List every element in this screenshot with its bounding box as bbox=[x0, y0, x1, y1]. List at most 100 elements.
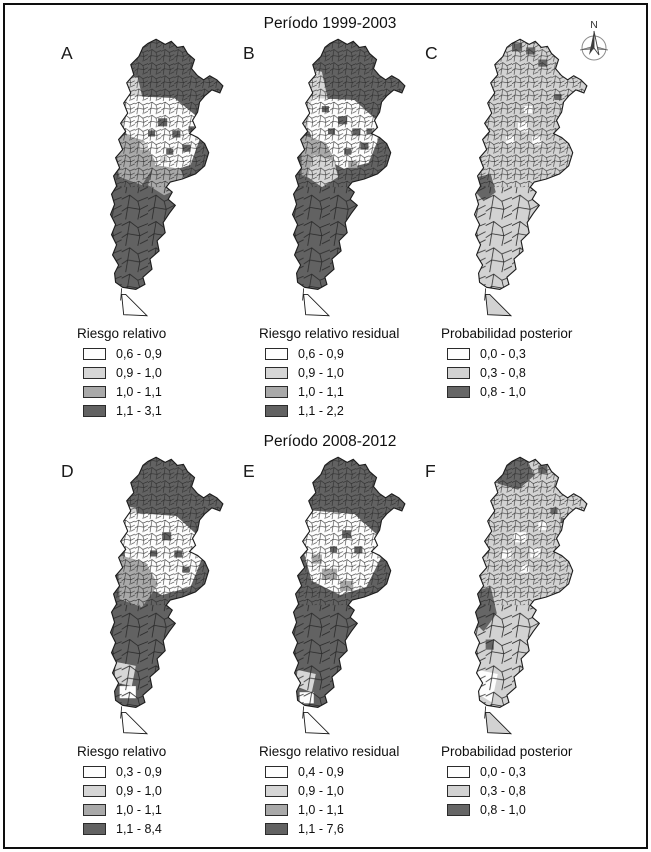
map-panel-c: C bbox=[425, 35, 591, 324]
legend-swatch bbox=[83, 405, 106, 417]
legend-swatch bbox=[83, 367, 106, 379]
legends-row: Riesgo relativo 0,3 - 0,9 0,9 - 1,0 1,0 - … bbox=[61, 744, 646, 841]
legend-class-label: 1,0 - 1,1 bbox=[116, 385, 162, 399]
legend-swatch bbox=[265, 785, 288, 797]
legend-rows: 0,0 - 0,3 0,3 - 0,8 0,8 - 1,0 bbox=[441, 765, 591, 817]
compass-arrow-dark-half bbox=[589, 31, 594, 55]
legend-riesgo-relativo: Riesgo relativo 0,6 - 0,9 0,9 - 1,0 1,0 - … bbox=[61, 326, 227, 423]
legend-class-label: 1,0 - 1,1 bbox=[116, 803, 162, 817]
legend-class-row: 0,3 - 0,8 bbox=[447, 366, 591, 380]
legend-title: Riesgo relativo residual bbox=[259, 744, 400, 759]
legend-rows: 0,3 - 0,9 0,9 - 1,0 1,0 - 1,1 1,1 - 8,4 bbox=[77, 765, 227, 836]
legend-title: Probabilidad posterior bbox=[441, 744, 573, 759]
legend-class-label: 0,8 - 1,0 bbox=[480, 803, 526, 817]
legend-class-row: 0,3 - 0,9 bbox=[83, 765, 227, 779]
legend-rows: 0,6 - 0,9 0,9 - 1,0 1,0 - 1,1 1,1 - 2,2 bbox=[259, 347, 409, 418]
north-arrow-compass: N bbox=[579, 19, 609, 61]
legend-class-row: 1,1 - 7,6 bbox=[265, 822, 409, 836]
maps-row: A B C bbox=[61, 35, 646, 324]
maps-row: D E F bbox=[61, 453, 646, 742]
panel-letter: A bbox=[61, 43, 73, 63]
legend-class-row: 1,1 - 3,1 bbox=[83, 404, 227, 418]
legend-swatch bbox=[83, 766, 106, 778]
legend-rows: 0,0 - 0,3 0,3 - 0,8 0,8 - 1,0 bbox=[441, 347, 591, 399]
legend-class-label: 0,0 - 0,3 bbox=[480, 765, 526, 779]
legend-class-row: 0,0 - 0,3 bbox=[447, 347, 591, 361]
argentina-choropleth-map-e bbox=[291, 456, 406, 735]
legend-swatch bbox=[265, 804, 288, 816]
legend-class-label: 1,1 - 7,6 bbox=[298, 822, 344, 836]
legend-class-row: 0,8 - 1,0 bbox=[447, 803, 591, 817]
legend-class-row: 0,4 - 0,9 bbox=[265, 765, 409, 779]
map-panel-d: D bbox=[61, 453, 227, 742]
legend-swatch bbox=[447, 804, 470, 816]
legend-class-label: 0,9 - 1,0 bbox=[116, 366, 162, 380]
legend-swatch bbox=[83, 386, 106, 398]
legend-probabilidad-posterior: Probabilidad posterior 0,0 - 0,3 0,3 - 0,… bbox=[425, 744, 591, 841]
legend-class-label: 0,9 - 1,0 bbox=[298, 366, 344, 380]
legend-swatch bbox=[83, 348, 106, 360]
legend-class-row: 0,0 - 0,3 bbox=[447, 765, 591, 779]
map-panel-a: A bbox=[61, 35, 227, 324]
legend-riesgo-relativo-residual: Riesgo relativo residual 0,4 - 0,9 0,9 - … bbox=[243, 744, 409, 841]
panel-letter: D bbox=[61, 461, 74, 481]
section-title: Período 2008-2012 bbox=[263, 433, 397, 450]
legend-class-label: 0,8 - 1,0 bbox=[480, 385, 526, 399]
legend-swatch bbox=[265, 348, 288, 360]
legends-row: Riesgo relativo 0,6 - 0,9 0,9 - 1,0 1,0 - … bbox=[61, 326, 646, 423]
legend-class-row: 0,9 - 1,0 bbox=[83, 366, 227, 380]
legend-class-label: 0,6 - 0,9 bbox=[298, 347, 344, 361]
legend-class-label: 0,3 - 0,9 bbox=[116, 765, 162, 779]
legend-title: Riesgo relativo residual bbox=[259, 326, 400, 341]
legend-class-label: 0,9 - 1,0 bbox=[116, 784, 162, 798]
panel-letter: E bbox=[243, 461, 255, 481]
legend-class-row: 0,8 - 1,0 bbox=[447, 385, 591, 399]
legend-title: Riesgo relativo bbox=[77, 326, 167, 341]
argentina-choropleth-map-c bbox=[473, 38, 588, 317]
panel-letter: B bbox=[243, 43, 255, 63]
legend-class-row: 0,9 - 1,0 bbox=[83, 784, 227, 798]
legend-swatch bbox=[83, 804, 106, 816]
legend-swatch bbox=[447, 367, 470, 379]
legend-swatch bbox=[447, 348, 470, 360]
legend-swatch bbox=[83, 823, 106, 835]
legend-class-row: 1,0 - 1,1 bbox=[265, 803, 409, 817]
legend-class-row: 0,9 - 1,0 bbox=[265, 366, 409, 380]
legend-swatch bbox=[447, 386, 470, 398]
legend-class-label: 1,0 - 1,1 bbox=[298, 385, 344, 399]
legend-class-row: 0,6 - 0,9 bbox=[83, 347, 227, 361]
legend-class-row: 1,1 - 2,2 bbox=[265, 404, 409, 418]
legend-swatch bbox=[265, 386, 288, 398]
legend-class-row: 1,1 - 8,4 bbox=[83, 822, 227, 836]
legend-class-label: 0,6 - 0,9 bbox=[116, 347, 162, 361]
legend-class-row: 0,3 - 0,8 bbox=[447, 784, 591, 798]
legend-class-row: 0,6 - 0,9 bbox=[265, 347, 409, 361]
map-panel-f: F bbox=[425, 453, 591, 742]
legend-swatch bbox=[83, 785, 106, 797]
legend-rows: 0,6 - 0,9 0,9 - 1,0 1,0 - 1,1 1,1 - 3,1 bbox=[77, 347, 227, 418]
legend-class-label: 1,1 - 2,2 bbox=[298, 404, 344, 418]
legend-rows: 0,4 - 0,9 0,9 - 1,0 1,0 - 1,1 1,1 - 7,6 bbox=[259, 765, 409, 836]
legend-title: Riesgo relativo bbox=[77, 744, 167, 759]
legend-swatch bbox=[265, 405, 288, 417]
legend-probabilidad-posterior: Probabilidad posterior 0,0 - 0,3 0,3 - 0,… bbox=[425, 326, 591, 423]
legend-riesgo-relativo: Riesgo relativo 0,3 - 0,9 0,9 - 1,0 1,0 - … bbox=[61, 744, 227, 841]
argentina-choropleth-map-f bbox=[473, 456, 588, 735]
legend-class-row: 1,0 - 1,1 bbox=[265, 385, 409, 399]
legend-class-label: 1,1 - 8,4 bbox=[116, 822, 162, 836]
legend-swatch bbox=[447, 766, 470, 778]
legend-class-label: 0,3 - 0,8 bbox=[480, 784, 526, 798]
legend-swatch bbox=[265, 367, 288, 379]
section-period-1999-2003: Período 1999-2003 A B C Riesgo relativo … bbox=[5, 15, 646, 423]
argentina-choropleth-map-b bbox=[291, 38, 406, 317]
argentina-choropleth-map-a bbox=[109, 38, 224, 317]
compass-n-label: N bbox=[590, 19, 598, 31]
legend-swatch bbox=[265, 823, 288, 835]
legend-riesgo-relativo-residual: Riesgo relativo residual 0,6 - 0,9 0,9 - … bbox=[243, 326, 409, 423]
legend-class-label: 1,1 - 3,1 bbox=[116, 404, 162, 418]
legend-class-row: 0,9 - 1,0 bbox=[265, 784, 409, 798]
legend-class-label: 0,4 - 0,9 bbox=[298, 765, 344, 779]
panel-letter: C bbox=[425, 43, 438, 63]
legend-class-label: 1,0 - 1,1 bbox=[298, 803, 344, 817]
figure-content: N Período 1999-2003 A B C Riesgo relativ… bbox=[5, 5, 646, 847]
